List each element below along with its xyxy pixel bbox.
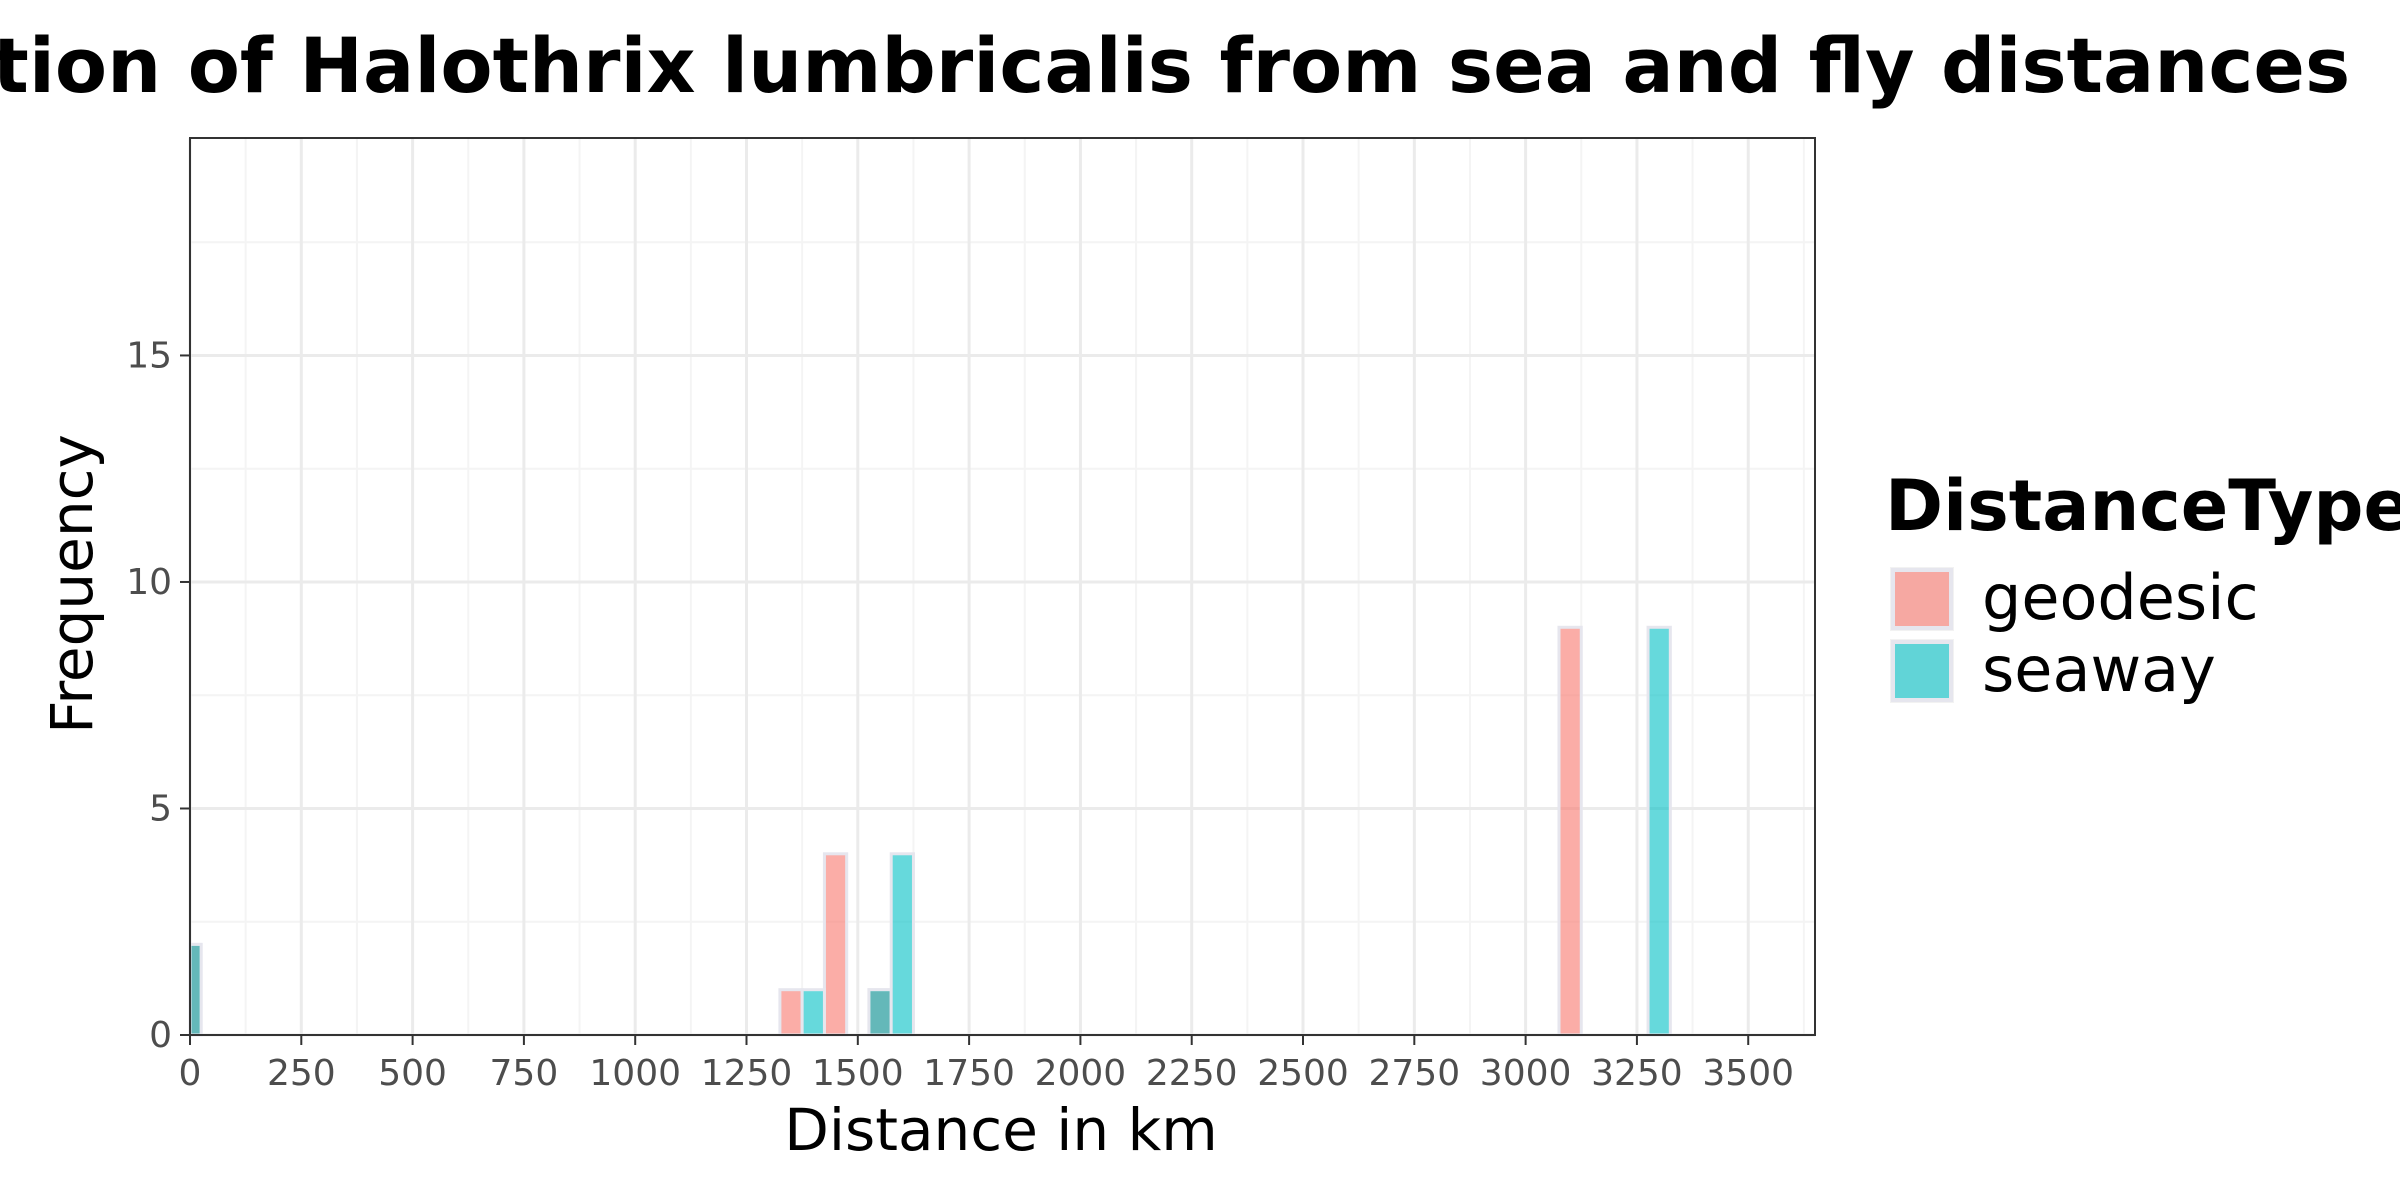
legend-key-geodesic bbox=[1891, 568, 1953, 630]
histogram-bar-seaway bbox=[1646, 625, 1672, 1037]
histogram-bar-seaway bbox=[188, 942, 203, 1037]
x-tick-label: 750 bbox=[490, 1053, 559, 1094]
x-tick-label: 1500 bbox=[812, 1053, 904, 1094]
x-tick-label: 1750 bbox=[923, 1053, 1015, 1094]
legend-label-seaway: seaway bbox=[1982, 633, 2216, 706]
legend-title: DistanceType bbox=[1885, 465, 2400, 547]
histogram-bar-geodesic bbox=[1557, 625, 1583, 1037]
x-tick-label: 2250 bbox=[1146, 1053, 1238, 1094]
x-tick-label: 0 bbox=[179, 1053, 202, 1094]
y-tick-label: 0 bbox=[149, 1015, 172, 1056]
plot-panel-background bbox=[190, 138, 1815, 1035]
x-tick-label: 1250 bbox=[701, 1053, 793, 1094]
y-axis-title: Frequency bbox=[38, 434, 106, 734]
x-tick-label: 1000 bbox=[589, 1053, 681, 1094]
x-tick-label: 2750 bbox=[1369, 1053, 1461, 1094]
x-axis-title: Distance in km bbox=[784, 1096, 1217, 1164]
histogram-bar-seaway bbox=[867, 988, 893, 1037]
histogram-bar-seaway bbox=[800, 988, 826, 1037]
chart-title: Distribution of Halothrix lumbricalis fr… bbox=[0, 21, 2350, 110]
legend-label-geodesic: geodesic bbox=[1982, 561, 2259, 634]
x-tick-label: 3250 bbox=[1591, 1053, 1683, 1094]
y-tick-label: 15 bbox=[126, 335, 172, 376]
x-tick-label: 2500 bbox=[1257, 1053, 1349, 1094]
y-tick-label: 10 bbox=[126, 562, 172, 603]
y-tick-label: 5 bbox=[149, 788, 172, 829]
x-tick-label: 2000 bbox=[1035, 1053, 1127, 1094]
legend-key-seaway bbox=[1891, 640, 1953, 702]
histogram-bar-seaway bbox=[889, 852, 915, 1037]
x-tick-label: 3000 bbox=[1480, 1053, 1572, 1094]
histogram-bar-geodesic bbox=[822, 852, 849, 1037]
plot-panel-border bbox=[189, 137, 1816, 1036]
histogram-bar-geodesic bbox=[778, 988, 804, 1037]
x-tick-label: 3500 bbox=[1702, 1053, 1794, 1094]
axis-ticks: 0 250 500 750 1000 1250 1500 1750 2000 2250 2500 27… bbox=[126, 335, 1794, 1094]
x-tick-label: 500 bbox=[378, 1053, 447, 1094]
x-tick-label: 250 bbox=[267, 1053, 336, 1094]
